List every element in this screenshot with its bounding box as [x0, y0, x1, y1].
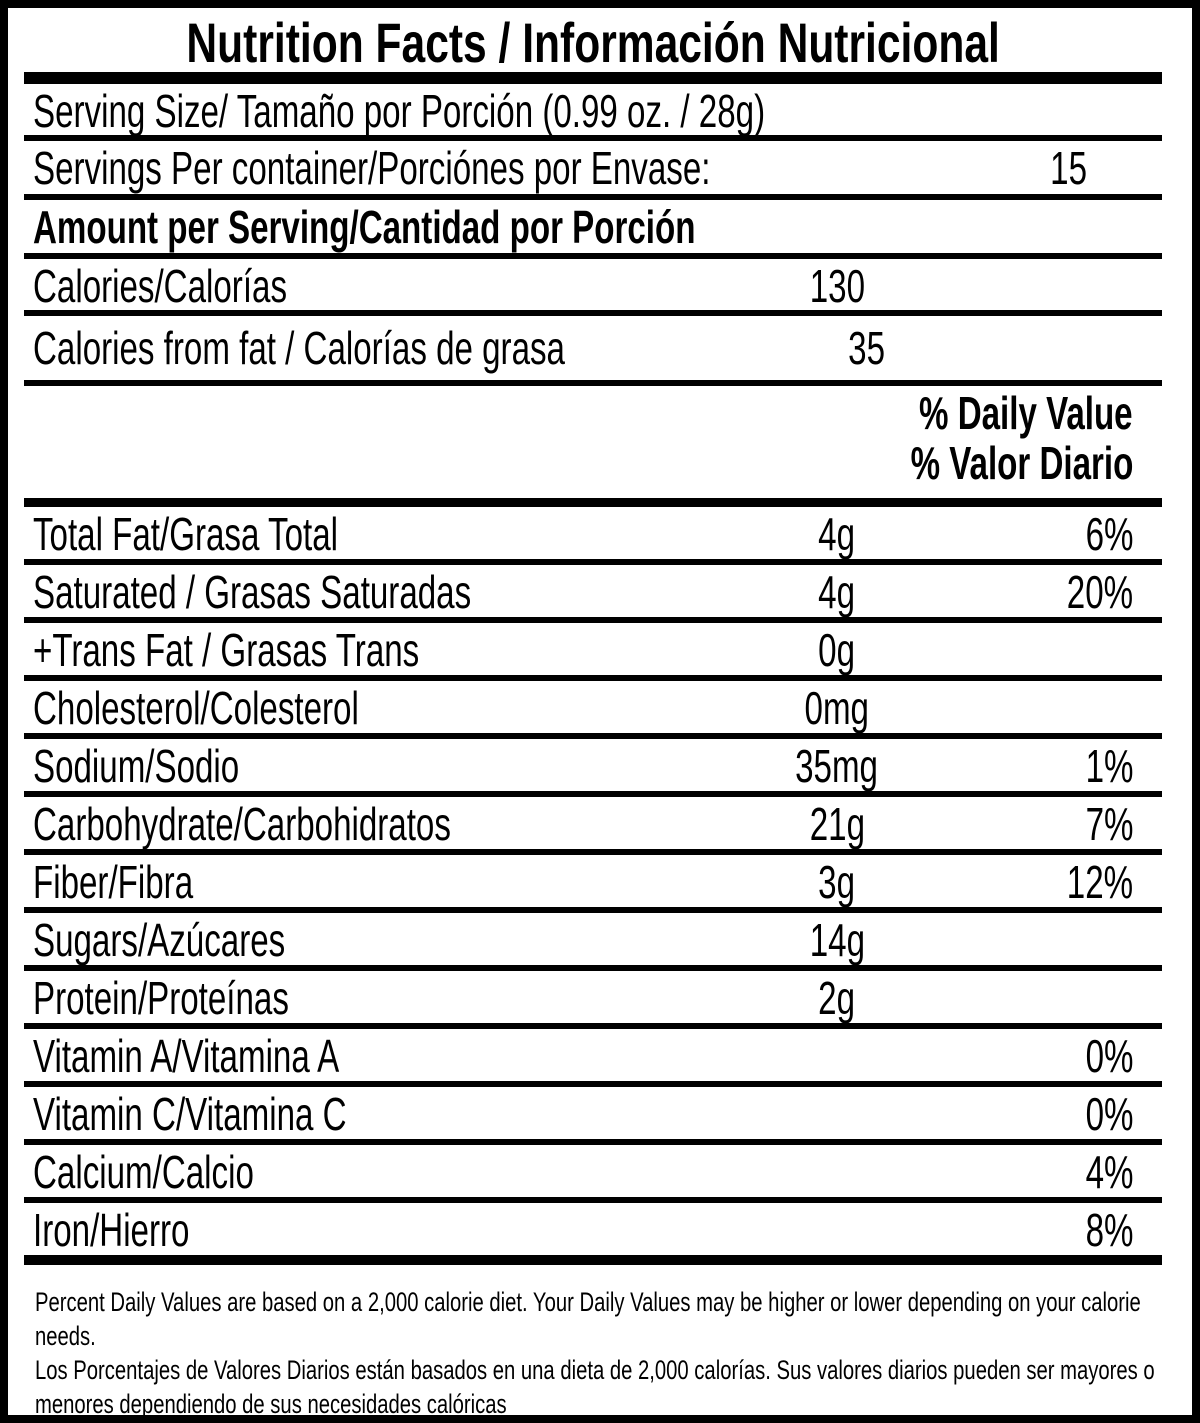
calories-from-fat-row: Calories from fat / Calorías de grasa 35	[24, 316, 1162, 386]
nutrient-label: Total Fat/Grasa Total	[33, 508, 338, 560]
nutrient-row: Total Fat/Grasa Total 4g 6%	[24, 507, 1162, 565]
daily-value-header-es: % Valor Diario	[910, 437, 1133, 489]
calories-value: 130	[809, 260, 865, 312]
daily-value-header: % Daily Value % Valor Diario	[24, 386, 1162, 507]
nutrient-dv: 12%	[1066, 856, 1133, 908]
nutrient-amount: 14g	[809, 914, 865, 966]
nutrient-amount: 0mg	[804, 682, 870, 734]
daily-value-header-en: % Daily Value	[919, 387, 1133, 439]
nutrient-label: Vitamin A/Vitamina A	[33, 1030, 340, 1082]
nutrient-amount: 0g	[818, 624, 856, 676]
nutrient-dv: 0%	[1085, 1088, 1133, 1140]
nutrient-amount: 4g	[818, 508, 856, 560]
nutrient-label: Calcium/Calcio	[33, 1146, 254, 1198]
nutrient-row: Vitamin C/Vitamina C 0%	[24, 1087, 1162, 1145]
nutrient-rows: Total Fat/Grasa Total 4g 6% Saturated / …	[24, 507, 1162, 1265]
nutrient-row: Saturated / Grasas Saturadas 4g 20%	[24, 565, 1162, 623]
nutrient-label: Carbohydrate/Carbohidratos	[33, 798, 451, 850]
label-content: Nutrition Facts / Información Nutriciona…	[8, 8, 1192, 1415]
nutrient-label: Iron/Hierro	[33, 1204, 190, 1256]
footnote-en: Percent Daily Values are based on a 2,00…	[35, 1287, 1141, 1351]
nutrient-row: Protein/Proteínas 2g	[24, 971, 1162, 1029]
nutrient-row: Sodium/Sodio 35mg 1%	[24, 739, 1162, 797]
nutrient-dv: 4%	[1085, 1146, 1133, 1198]
nutrient-row: Fiber/Fibra 3g 12%	[24, 855, 1162, 913]
nutrient-row: Iron/Hierro 8%	[24, 1203, 1162, 1265]
nutrient-label: Sodium/Sodio	[33, 740, 240, 792]
nutrient-amount: 2g	[818, 972, 856, 1024]
nutrient-amount: 21g	[809, 798, 865, 850]
nutrient-row: Sugars/Azúcares 14g	[24, 913, 1162, 971]
serving-size-row: Serving Size/ Tamaño por Porción (0.99 o…	[24, 84, 1162, 141]
title-divider-bar	[24, 72, 1162, 84]
nutrient-dv: 7%	[1085, 798, 1133, 850]
nutrient-dv: 6%	[1085, 508, 1133, 560]
nutrient-label: Sugars/Azúcares	[33, 914, 286, 966]
calories-label: Calories/Calorías	[33, 260, 288, 312]
nutrient-dv: 20%	[1066, 566, 1133, 618]
amount-per-serving-header: Amount per Serving/Cantidad por Porción	[33, 201, 696, 253]
nutrient-row: Vitamin A/Vitamina A 0%	[24, 1029, 1162, 1087]
nutrient-amount: 35mg	[795, 740, 879, 792]
servings-per-container-value: 15	[1050, 142, 1088, 194]
nutrient-label: Cholesterol/Colesterol	[33, 682, 359, 734]
nutrient-dv: 8%	[1085, 1204, 1133, 1256]
serving-size-label: Serving Size/ Tamaño por Porción (0.99 o…	[33, 85, 766, 137]
servings-per-container-row: Servings Per container/Porciónes por Env…	[24, 141, 1162, 200]
nutrient-label: Protein/Proteínas	[33, 972, 289, 1024]
calories-from-fat-label: Calories from fat / Calorías de grasa	[33, 322, 565, 374]
nutrient-amount: 4g	[818, 566, 856, 618]
calories-from-fat-value: 35	[848, 322, 886, 374]
nutrient-row: Cholesterol/Colesterol 0mg	[24, 681, 1162, 739]
nutrient-label: Saturated / Grasas Saturadas	[33, 566, 472, 618]
footnote-es: Los Porcentajes de Valores Diarios están…	[35, 1355, 1155, 1419]
footnotes: Percent Daily Values are based on a 2,00…	[24, 1265, 1162, 1415]
nutrient-label: Vitamin C/Vitamina C	[33, 1088, 347, 1140]
servings-per-container-label: Servings Per container/Porciónes por Env…	[33, 142, 711, 194]
nutrient-label: +Trans Fat / Grasas Trans	[33, 624, 420, 676]
nutrient-row: Carbohydrate/Carbohidratos 21g 7%	[24, 797, 1162, 855]
nutrient-label: Fiber/Fibra	[33, 856, 194, 908]
calories-row: Calories/Calorías 130	[24, 259, 1162, 316]
nutrient-dv: 1%	[1085, 740, 1133, 792]
page-title: Nutrition Facts / Información Nutriciona…	[186, 11, 1000, 74]
nutrient-amount: 3g	[818, 856, 856, 908]
nutrient-dv: 0%	[1085, 1030, 1133, 1082]
label-title-row: Nutrition Facts / Información Nutriciona…	[24, 8, 1162, 72]
nutrient-row: Calcium/Calcio 4%	[24, 1145, 1162, 1203]
amount-per-serving-row: Amount per Serving/Cantidad por Porción	[24, 200, 1162, 259]
nutrient-row: +Trans Fat / Grasas Trans 0g	[24, 623, 1162, 681]
